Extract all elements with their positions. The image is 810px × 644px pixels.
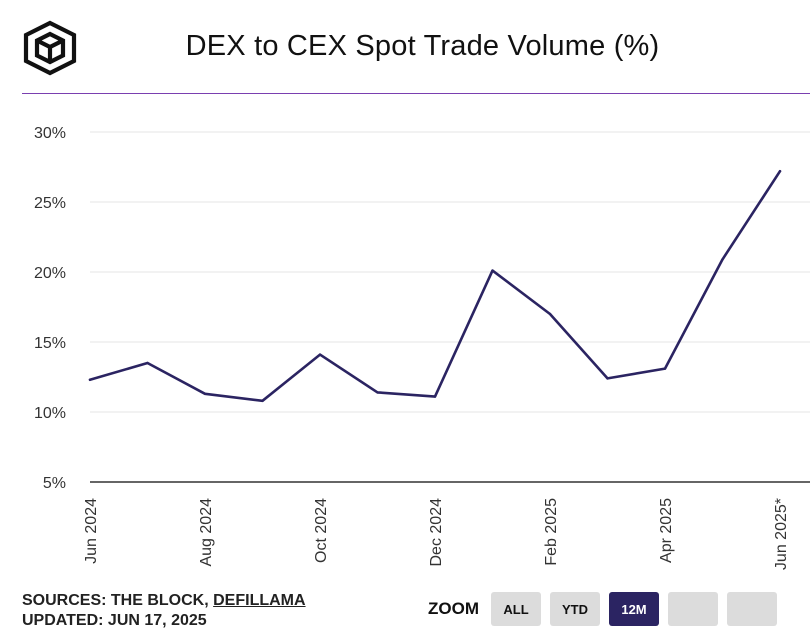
x-tick-label: Jun 2024 xyxy=(83,498,100,564)
updated-date: UPDATED: JUN 17, 2025 xyxy=(22,612,207,629)
x-tick-label: Apr 2025 xyxy=(658,498,675,563)
data-point xyxy=(88,378,92,381)
the-block-logo-icon xyxy=(23,20,77,76)
zoom-blank-button-2[interactable] xyxy=(727,592,777,626)
sources-label: SOURCES: THE BLOCK, xyxy=(22,592,214,609)
data-point xyxy=(606,377,609,380)
data-point xyxy=(146,361,149,365)
line-chart: 5% 10% 15% 20% 25% 30% Jun 2024 Aug 2024 Oct 202… xyxy=(34,125,810,570)
data-point xyxy=(548,312,552,316)
data-point xyxy=(433,395,437,398)
data-point xyxy=(663,367,667,370)
data-point xyxy=(318,353,322,356)
y-tick-label: 30% xyxy=(34,125,66,142)
x-tick-label: Dec 2024 xyxy=(428,498,445,567)
y-tick-label: 10% xyxy=(34,405,66,422)
chart-header: DEX to CEX Spot Trade Volume (%) xyxy=(0,0,810,94)
y-tick-label: 20% xyxy=(34,265,66,282)
sources-block: SOURCES: THE BLOCK, DEFILLAMA UPDATED: J… xyxy=(22,591,306,631)
data-point xyxy=(376,391,379,394)
data-point xyxy=(491,269,494,272)
zoom-blank-button-1[interactable] xyxy=(668,592,718,626)
zoom-controls: ZOOM ALL YTD 12M xyxy=(428,592,786,626)
x-tick-label: Oct 2024 xyxy=(313,498,330,563)
zoom-all-button[interactable]: ALL xyxy=(491,592,541,626)
x-tick-label: Aug 2024 xyxy=(198,498,215,567)
y-tick-label: 15% xyxy=(34,335,66,352)
defillama-link[interactable]: DEFILLAMA xyxy=(213,592,306,609)
zoom-ytd-button[interactable]: YTD xyxy=(550,592,600,626)
chart-title: DEX to CEX Spot Trade Volume (%) xyxy=(185,30,660,62)
zoom-label: ZOOM xyxy=(428,599,479,618)
header-divider xyxy=(22,93,810,94)
data-point xyxy=(203,392,207,395)
data-point xyxy=(721,258,724,261)
y-tick-label: 25% xyxy=(34,195,66,212)
x-tick-label: Feb 2025 xyxy=(543,498,560,566)
zoom-12m-button[interactable]: 12M xyxy=(609,592,659,626)
x-tick-label: Jun 2025* xyxy=(773,498,790,570)
sources-line: SOURCES: THE BLOCK, DEFILLAMA xyxy=(22,591,306,611)
data-point xyxy=(778,170,782,173)
y-tick-label: 5% xyxy=(43,475,66,492)
data-point xyxy=(261,399,264,402)
series-line xyxy=(88,169,782,403)
